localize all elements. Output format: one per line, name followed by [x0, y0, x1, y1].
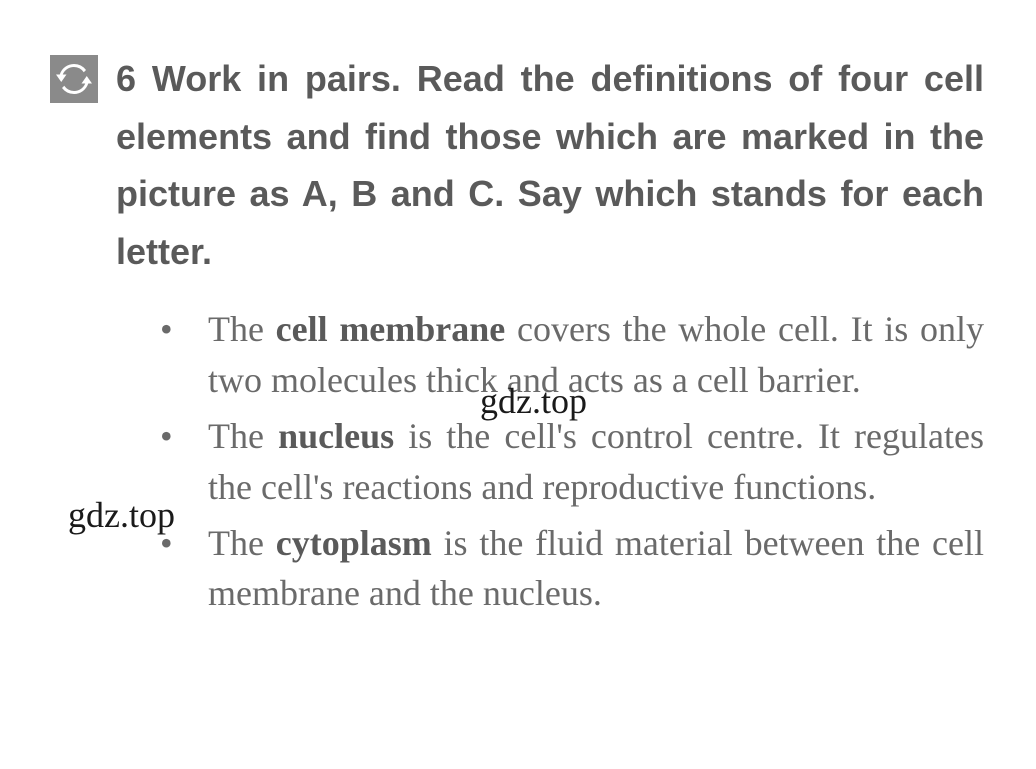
refresh-icon-box: [50, 55, 98, 103]
refresh-icon: [56, 61, 92, 97]
definitions-list: The cell membrane covers the whole cell.…: [52, 304, 984, 618]
list-item: The nucleus is the cell's control centre…: [160, 411, 984, 512]
watermark-text: gdz.top: [480, 380, 587, 422]
exercise-instruction: 6 Work in pairs. Read the definitions of…: [52, 50, 984, 280]
definition-term: nucleus: [278, 416, 394, 456]
definition-prefix: The: [208, 523, 276, 563]
instruction-text: Work in pairs. Read the definitions of f…: [116, 58, 984, 272]
definition-prefix: The: [208, 416, 278, 456]
definition-prefix: The: [208, 309, 276, 349]
exercise-number: 6: [116, 58, 136, 99]
definition-term: cell membrane: [276, 309, 506, 349]
list-item: The cytoplasm is the fluid material betw…: [160, 518, 984, 619]
definition-term: cytoplasm: [276, 523, 432, 563]
exercise-container: 6 Work in pairs. Read the definitions of…: [52, 50, 984, 619]
watermark-text: gdz.top: [68, 494, 175, 536]
